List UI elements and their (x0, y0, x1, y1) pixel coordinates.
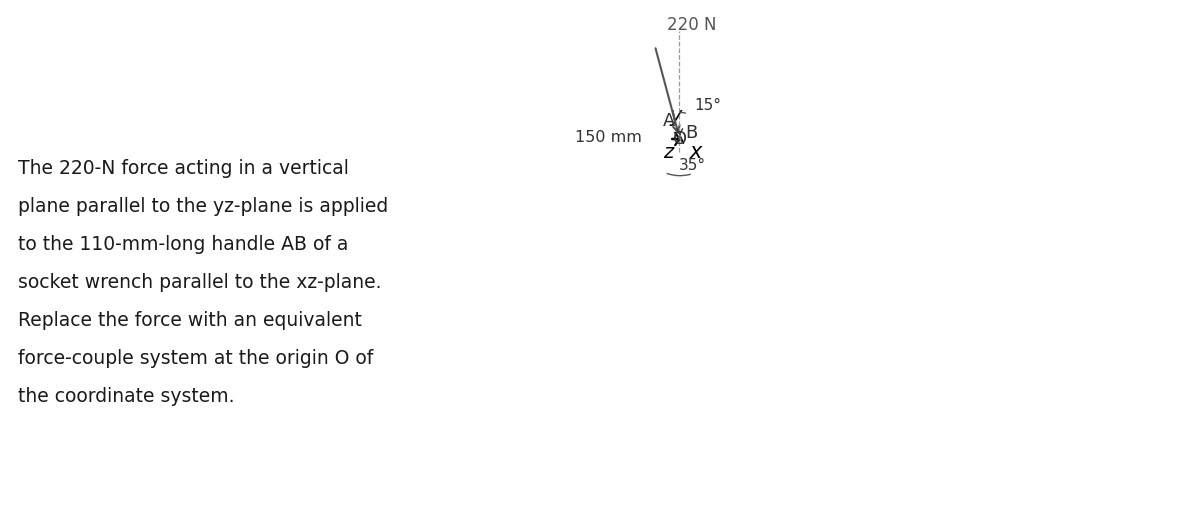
Text: Replace the force with an equivalent: Replace the force with an equivalent (18, 311, 362, 330)
Ellipse shape (678, 137, 680, 138)
Text: to the 110-mm-long handle AB of a: to the 110-mm-long handle AB of a (18, 235, 348, 254)
Text: z: z (664, 143, 673, 162)
Polygon shape (679, 138, 680, 139)
Text: The 220-N force acting in a vertical: The 220-N force acting in a vertical (18, 159, 349, 178)
Text: y: y (670, 106, 682, 126)
Text: x: x (690, 142, 702, 162)
Text: plane parallel to the yz-plane is applied: plane parallel to the yz-plane is applie… (18, 197, 389, 216)
Text: 220 N: 220 N (667, 16, 716, 34)
Text: A: A (662, 113, 674, 131)
Text: 35°: 35° (679, 158, 706, 173)
Text: 150 mm: 150 mm (575, 130, 642, 144)
Text: socket wrench parallel to the xz-plane.: socket wrench parallel to the xz-plane. (18, 273, 382, 292)
Text: the coordinate system.: the coordinate system. (18, 387, 234, 406)
Text: B: B (685, 124, 697, 142)
Text: 15°: 15° (695, 98, 721, 113)
Text: O: O (673, 130, 688, 148)
Text: force-couple system at the origin O of: force-couple system at the origin O of (18, 349, 373, 368)
